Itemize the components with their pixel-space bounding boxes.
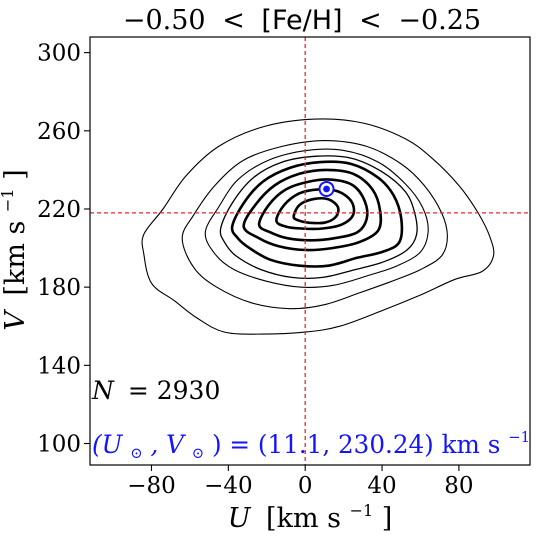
axis-ticks: −80 −40 0 40 80 100 140 180 220 260 300 bbox=[37, 41, 473, 499]
x-tick-label: 40 bbox=[367, 473, 396, 499]
n-symbol: N bbox=[91, 376, 115, 405]
x-axis-label: U [km s −1 ] bbox=[228, 492, 393, 534]
y-tick-label: 260 bbox=[37, 119, 81, 145]
x-tick-label: 80 bbox=[444, 473, 473, 499]
contour-level-7 bbox=[257, 178, 369, 242]
x-axis-symbol: U bbox=[228, 503, 252, 534]
contour-level-4 bbox=[219, 155, 418, 280]
y-axis-unit-exp: −1 bbox=[0, 188, 17, 212]
sun-marker bbox=[318, 180, 335, 197]
sun-label-mid: , V bbox=[150, 430, 186, 459]
y-tick-label: 180 bbox=[37, 275, 81, 301]
title-lower-bound: −0.50 bbox=[123, 5, 206, 36]
sun-annotation: (U ⊙ , V ⊙ ) = (11.1, 230.24) km s −1 bbox=[92, 428, 530, 464]
contour-level-9 bbox=[292, 197, 340, 225]
x-tick-label: −80 bbox=[127, 473, 176, 499]
y-tick-label: 220 bbox=[37, 197, 81, 223]
y-tick-label: 300 bbox=[37, 41, 81, 67]
y-tick-label: 140 bbox=[37, 353, 81, 379]
contour-level-6 bbox=[242, 168, 383, 252]
y-tick-label: 100 bbox=[37, 432, 81, 458]
contour-level-5 bbox=[230, 160, 404, 268]
title-quantity: [Fe/H] bbox=[261, 5, 342, 36]
title-upper-bound: −0.25 bbox=[398, 5, 481, 36]
title-lt-2: < bbox=[359, 5, 382, 36]
sun-label-lhs: (U bbox=[92, 430, 123, 459]
contour-level-3 bbox=[204, 148, 429, 288]
x-axis-unit-close: ] bbox=[382, 503, 393, 534]
chart-title: −0.50 < [Fe/H] < −0.25 bbox=[123, 5, 481, 36]
x-axis-unit: [km s bbox=[266, 503, 341, 534]
contour-level-1 bbox=[141, 118, 495, 335]
x-axis-unit-exp: −1 bbox=[350, 501, 374, 520]
sun-label-rhs: ) = (11.1, 230.24) km s bbox=[212, 430, 500, 459]
n-annotation: N = 2930 bbox=[91, 376, 220, 405]
n-value: = 2930 bbox=[128, 376, 221, 405]
title-lt-1: < bbox=[222, 5, 245, 36]
y-axis-unit: [km s bbox=[0, 221, 31, 296]
y-axis-unit-close: ] bbox=[0, 169, 31, 180]
contour-level-2 bbox=[181, 140, 448, 310]
y-axis-symbol: V bbox=[0, 309, 31, 331]
reference-lines bbox=[90, 37, 530, 465]
x-tick-label: 0 bbox=[298, 473, 313, 499]
sun-label-sub-1: ⊙ bbox=[130, 444, 142, 462]
contour-group bbox=[141, 118, 495, 335]
y-axis-label: V [km s −1 ] bbox=[0, 169, 31, 330]
contour-level-8 bbox=[275, 188, 356, 231]
x-tick-label: −40 bbox=[204, 473, 253, 499]
sun-label-sub-2: ⊙ bbox=[192, 444, 204, 462]
plot-frame bbox=[89, 36, 531, 466]
sun-label-exp: −1 bbox=[508, 428, 530, 446]
sun-marker-dot bbox=[323, 185, 330, 193]
